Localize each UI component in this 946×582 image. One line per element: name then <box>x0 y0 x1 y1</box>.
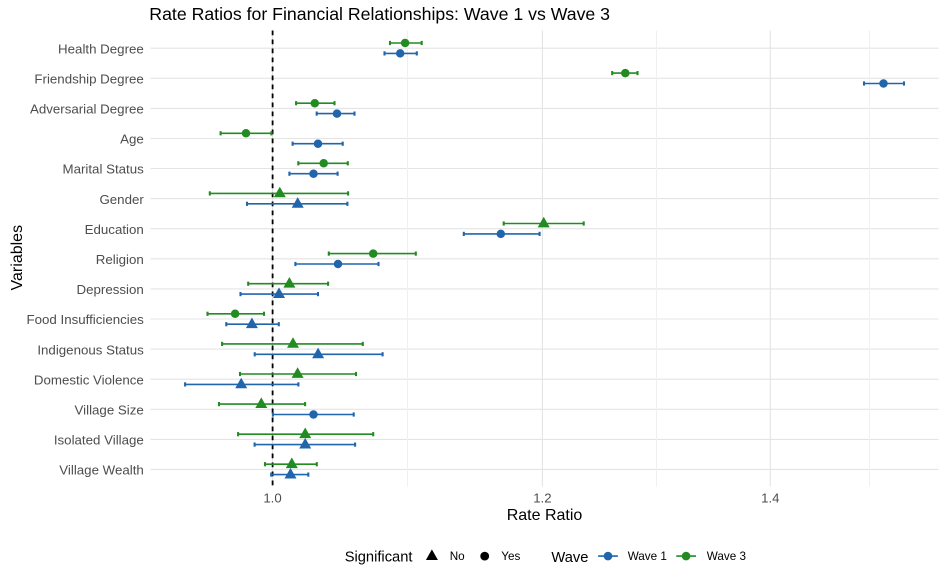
svg-text:Rate Ratio: Rate Ratio <box>507 507 583 524</box>
svg-text:Wave 3: Wave 3 <box>707 550 746 563</box>
svg-text:Yes: Yes <box>501 550 520 563</box>
svg-text:Food Insufficiencies: Food Insufficiencies <box>27 312 145 327</box>
svg-text:1.4: 1.4 <box>761 490 779 505</box>
svg-text:Marital Status: Marital Status <box>63 162 145 177</box>
svg-text:Friendship Degree: Friendship Degree <box>34 72 143 87</box>
svg-text:Education: Education <box>85 222 144 237</box>
svg-text:Significant: Significant <box>345 550 413 566</box>
svg-text:Adversarial Degree: Adversarial Degree <box>30 102 144 117</box>
svg-text:Indigenous Status: Indigenous Status <box>37 342 144 357</box>
svg-text:Village Size: Village Size <box>75 403 144 418</box>
svg-text:Domestic Violence: Domestic Violence <box>34 372 144 387</box>
svg-text:No: No <box>450 550 465 563</box>
svg-text:Wave: Wave <box>551 550 588 566</box>
svg-text:1.2: 1.2 <box>533 490 551 505</box>
svg-text:Isolated Village: Isolated Village <box>54 433 144 448</box>
svg-text:Village Wealth: Village Wealth <box>59 463 144 478</box>
svg-text:Gender: Gender <box>99 192 144 207</box>
svg-text:Variables: Variables <box>9 225 26 291</box>
svg-text:Rate Ratios for Financial Rela: Rate Ratios for Financial Relationships:… <box>149 4 610 24</box>
svg-text:1.0: 1.0 <box>263 490 281 505</box>
svg-text:Health Degree: Health Degree <box>58 41 144 56</box>
svg-text:Depression: Depression <box>77 282 144 297</box>
svg-text:Wave 1: Wave 1 <box>628 550 667 563</box>
svg-text:Religion: Religion <box>96 252 144 267</box>
svg-text:Age: Age <box>120 132 144 147</box>
